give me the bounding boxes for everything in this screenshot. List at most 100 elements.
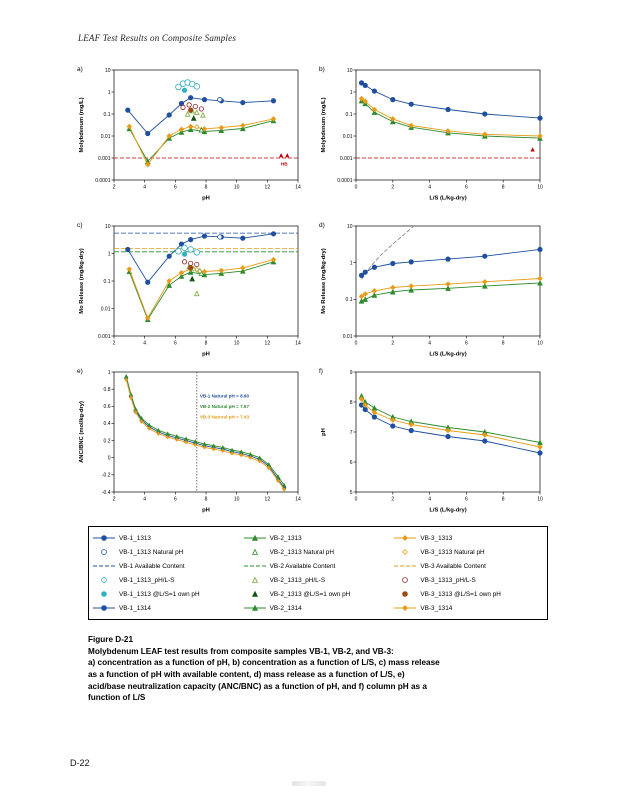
svg-text:a): a)	[77, 66, 83, 73]
legend-item: VB-1_1313	[92, 531, 243, 545]
svg-text:0.4: 0.4	[104, 421, 111, 427]
caption-line: Molybdenum LEAF test results from compos…	[88, 646, 394, 656]
svg-text:4: 4	[428, 341, 431, 347]
svg-text:0.01: 0.01	[101, 306, 111, 312]
svg-text:10: 10	[537, 341, 543, 347]
dashed-line-marker-icon	[394, 565, 417, 567]
svg-text:L/S (L/kg-dry): L/S (L/kg-dry)	[429, 508, 466, 514]
svg-text:0.8: 0.8	[104, 387, 111, 393]
svg-text:7: 7	[350, 430, 353, 436]
circle-marker-icon	[402, 591, 409, 597]
svg-text:0.1: 0.1	[104, 279, 111, 285]
svg-text:0.01: 0.01	[101, 134, 111, 140]
svg-text:0.01: 0.01	[343, 334, 353, 340]
caption-line: as a function of pH with available conte…	[88, 669, 405, 679]
svg-text:pH: pH	[202, 508, 210, 514]
svg-text:1: 1	[108, 251, 111, 257]
legend-item: VB-2_1313	[243, 531, 394, 545]
diamond-marker-icon	[394, 605, 417, 611]
svg-text:8: 8	[205, 185, 208, 191]
svg-text:4: 4	[428, 185, 431, 191]
legend-item: VB-3_1313	[393, 531, 544, 545]
legend-label: VB-3_1313_pH/L-S	[420, 576, 476, 584]
svg-text:0.1: 0.1	[346, 297, 353, 303]
svg-text:8: 8	[502, 341, 505, 347]
dashed-line-marker-icon	[243, 565, 266, 567]
circle-marker-icon	[93, 605, 115, 611]
svg-text:10: 10	[234, 185, 240, 191]
chart-canvas: 2 4 6 8 10 12 14 10 1 0.1 0.01 0.001 0.0001 pH Molybde…	[77, 66, 301, 202]
legend-label: VB-1_1313 Natural pH	[119, 548, 184, 556]
svg-text:c): c)	[77, 222, 82, 229]
svg-text:4: 4	[143, 185, 146, 191]
svg-text:0: 0	[355, 341, 358, 347]
legend-item: VB-3_1313 Natural pH	[393, 545, 544, 559]
svg-text:0.6: 0.6	[104, 404, 111, 410]
figure-label: Figure D-21	[88, 635, 134, 644]
legend-item: VB-2_1314	[243, 601, 394, 615]
svg-text:1: 1	[350, 90, 353, 96]
svg-text:Mo Release (mg/kg-dry): Mo Release (mg/kg-dry)	[79, 248, 85, 313]
circle-marker-icon	[101, 591, 107, 597]
legend-label: VB-1_1313 @L/S=1 own pH	[119, 590, 200, 598]
legend-column: VB-3_1313 VB-3_1313 Natural pH VB-3 Availa…	[393, 531, 544, 615]
circle-marker-icon	[402, 577, 409, 583]
legend-label: VB-2 Available Content	[269, 562, 336, 570]
svg-text:4: 4	[428, 497, 431, 503]
svg-text:1: 1	[350, 260, 353, 266]
caption-line: function of L/S	[88, 693, 146, 703]
svg-text:10: 10	[105, 224, 111, 230]
chart-canvas: 0 2 4 6 8 10 10 1 0.1 0.01 0.001 0.0001 L/S (L/kg-dr…	[319, 66, 543, 202]
legend-item: VB-2_1313_pH/L-S	[243, 573, 394, 587]
dashed-line-marker-icon	[93, 565, 115, 567]
svg-text:2: 2	[113, 341, 116, 347]
legend-item: VB-3 Available Content	[393, 559, 544, 573]
svg-text:pH: pH	[202, 196, 210, 202]
svg-text:14: 14	[295, 497, 301, 503]
svg-text:14: 14	[295, 185, 301, 191]
svg-text:L/S (L/kg-dry): L/S (L/kg-dry)	[429, 196, 466, 202]
svg-text:10: 10	[537, 185, 543, 191]
svg-text:Molybdenum (mg/L): Molybdenum (mg/L)	[321, 97, 327, 152]
legend-item: VB-1_1313_pH/L-S	[92, 573, 243, 587]
svg-text:8: 8	[350, 400, 353, 406]
svg-text:0.001: 0.001	[98, 156, 111, 162]
legend-item: VB-3_1313_pH/L-S	[393, 573, 544, 587]
svg-text:0.0001: 0.0001	[95, 178, 111, 184]
triangle-marker-icon	[251, 590, 258, 597]
circle-marker-icon	[101, 549, 107, 555]
legend-item: VB-2 Available Content	[243, 559, 394, 573]
legend-label: VB-2_1314	[269, 604, 302, 612]
svg-text:1: 1	[108, 370, 111, 376]
legend-label: VB-3_1313 @L/S=1 own pH	[420, 590, 501, 598]
svg-text:b): b)	[319, 66, 325, 73]
svg-text:pH: pH	[202, 352, 210, 358]
svg-text:ANC/BNC (mol/kg-dry): ANC/BNC (mol/kg-dry)	[79, 401, 85, 463]
svg-text:14: 14	[295, 341, 301, 347]
svg-text:2: 2	[391, 341, 394, 347]
svg-text:8: 8	[502, 185, 505, 191]
svg-text:0.001: 0.001	[340, 156, 353, 162]
chart-legend: VB-1_1313 VB-1_1313 Natural pH VB-1 Availa…	[88, 526, 548, 620]
svg-text:pH: pH	[321, 428, 327, 436]
diamond-marker-icon	[394, 535, 417, 541]
legend-label: VB-1_1314	[119, 604, 151, 612]
svg-text:10: 10	[537, 497, 543, 503]
chart-f-ph-vs-ls: 0 2 4 6 8 10 5 6 7 8 9 L/S (L/kg-dry) pH f)	[318, 364, 548, 514]
chart-canvas: 0 2 4 6 8 10 5 6 7 8 9 L/S (L/kg-dry) pH f)	[319, 368, 543, 514]
svg-text:6: 6	[465, 497, 468, 503]
legend-item: VB-3_1314	[393, 601, 544, 615]
svg-text:8: 8	[205, 497, 208, 503]
svg-text:VB-1 Natural pH = 8.90: VB-1 Natural pH = 8.90	[200, 394, 250, 399]
chart-canvas: 2 4 6 8 10 12 14 10 1 0.1 0.01 0.001 pH Mo Release (m…	[77, 222, 301, 358]
legend-item: VB-2_1313 Natural pH	[243, 545, 394, 559]
legend-item: VB-1_1313 @L/S=1 own pH	[92, 587, 243, 601]
svg-text:4: 4	[143, 341, 146, 347]
svg-text:e): e)	[77, 368, 83, 375]
svg-text:6: 6	[465, 341, 468, 347]
svg-text:-0.4: -0.4	[102, 490, 111, 496]
running-header: LEAF Test Results on Composite Samples	[78, 33, 237, 43]
legend-item: VB-1_1314	[92, 601, 243, 615]
legend-column: VB-2_1313 VB-2_1313 Natural pH VB-2 Availa…	[243, 531, 394, 615]
svg-text:0.1: 0.1	[346, 112, 353, 118]
